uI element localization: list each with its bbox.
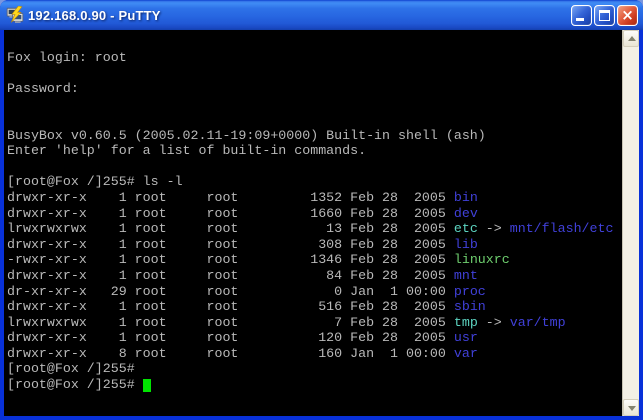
minimize-icon bbox=[576, 17, 584, 21]
terminal-line: lrwxrwxrwx 1 root root 7 Feb 28 2005 tmp… bbox=[7, 314, 566, 330]
minimize-button[interactable] bbox=[571, 4, 592, 26]
scroll-down-arrow-icon bbox=[628, 406, 636, 411]
titlebar[interactable]: 192.168.0.90 - PuTTY × bbox=[0, 0, 643, 30]
maximize-icon bbox=[599, 9, 610, 21]
terminal-line: drwxr-xr-x 1 root root 1352 Feb 28 2005 … bbox=[7, 189, 478, 205]
putty-icon[interactable] bbox=[6, 6, 24, 24]
terminal-line: drwxr-xr-x 8 root root 160 Jan 1 00:00 v… bbox=[7, 345, 478, 361]
close-icon: × bbox=[621, 5, 634, 24]
terminal-line: drwxr-xr-x 1 root root 308 Feb 28 2005 l… bbox=[7, 236, 478, 252]
close-button[interactable]: × bbox=[617, 4, 638, 26]
terminal-line bbox=[7, 112, 622, 128]
terminal-line: [root@Fox /]255# bbox=[7, 377, 622, 393]
window-title: 192.168.0.90 - PuTTY bbox=[28, 7, 161, 23]
terminal-line: Enter 'help' for a list of built-in comm… bbox=[7, 143, 367, 159]
terminal-line bbox=[7, 159, 622, 175]
window-controls: × bbox=[571, 4, 638, 26]
terminal-line: BusyBox v0.60.5 (2005.02.11-19:09+0000) … bbox=[7, 127, 486, 143]
terminal-line bbox=[7, 34, 622, 50]
terminal-line: drwxr-xr-x 1 root root 84 Feb 28 2005 mn… bbox=[7, 267, 478, 283]
terminal-line: drwxr-xr-x 1 root root 1660 Feb 28 2005 … bbox=[7, 205, 478, 221]
terminal-line: dr-xr-xr-x 29 root root 0 Jan 1 00:00 pr… bbox=[7, 283, 486, 299]
terminal-cursor bbox=[142, 379, 151, 393]
terminal-line: -rwxr-xr-x 1 root root 1346 Feb 28 2005 … bbox=[7, 252, 510, 268]
terminal-line: drwxr-xr-x 1 root root 120 Feb 28 2005 u… bbox=[7, 330, 478, 346]
scroll-up-arrow-icon bbox=[628, 36, 636, 41]
terminal-line: [root@Fox /]255# bbox=[7, 361, 135, 377]
terminal-line bbox=[7, 65, 622, 81]
terminal-line: [root@Fox /]255# ls -l bbox=[7, 174, 183, 190]
terminal-line: lrwxrwxrwx 1 root root 13 Feb 28 2005 et… bbox=[7, 221, 614, 237]
scroll-up-button[interactable] bbox=[623, 30, 639, 47]
client-area: Fox login: root Password: BusyBox v0.60.5 … bbox=[4, 30, 639, 416]
scrollbar[interactable] bbox=[622, 30, 639, 416]
scroll-down-button[interactable] bbox=[623, 399, 639, 416]
terminal-output[interactable]: Fox login: root Password: BusyBox v0.60.5 … bbox=[4, 30, 622, 416]
terminal-line: drwxr-xr-x 1 root root 516 Feb 28 2005 s… bbox=[7, 299, 486, 315]
maximize-button[interactable] bbox=[594, 4, 615, 26]
terminal-line: Password: bbox=[7, 80, 79, 96]
terminal-line bbox=[7, 96, 622, 112]
scrollbar-track[interactable] bbox=[623, 47, 639, 399]
terminal-line: Fox login: root bbox=[7, 49, 127, 65]
